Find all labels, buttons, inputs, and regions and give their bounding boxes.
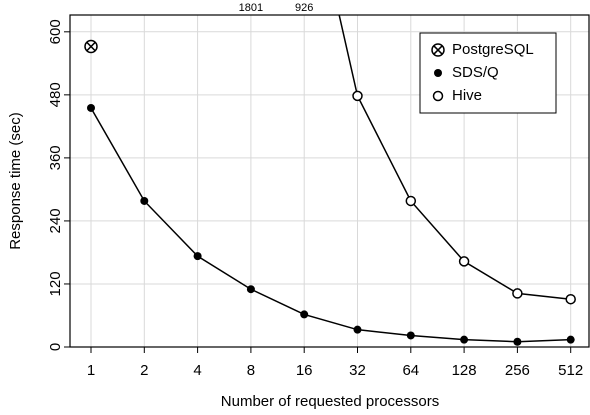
point [566,335,575,344]
marker-cross [433,45,443,55]
plot-frame [69,14,590,348]
x-tick-label: 128 [452,362,477,379]
y-tick-label: 0 [47,343,64,351]
x-tick-label: 256 [505,362,530,379]
grid [70,15,589,348]
marker-cross [86,41,96,52]
point [513,337,522,346]
point [434,69,442,77]
x-tick-label: 2 [140,362,148,379]
x-tick-label: 64 [402,362,419,379]
value-label: 926 [295,2,313,14]
x-tick-label: 16 [296,362,313,379]
y-axis-title: Response time (sec) [7,112,24,250]
legend: PostgreSQL SDS/Q Hive [419,32,557,114]
point [431,43,445,57]
point [405,195,417,207]
value-label: 1801 [239,2,263,14]
point [84,39,98,54]
x-axis-title: Number of requested processors [221,393,439,410]
point [140,196,149,205]
x-tick-label: 8 [247,362,255,379]
series-line [90,107,571,343]
point [352,90,363,102]
x-tick-label: 4 [193,362,201,379]
y-tick-label: 240 [47,208,64,233]
legend-label: PostgreSQL [452,41,534,58]
point [353,325,362,334]
plot-area [84,15,576,346]
x-tick-label: 32 [349,362,366,379]
point [432,90,444,102]
point [246,285,255,294]
point [460,335,469,344]
point [458,256,470,267]
point [193,252,202,261]
legend-label: SDS/Q [452,64,499,81]
point [512,288,523,299]
point [565,293,576,305]
point [406,331,415,340]
x-tick-label: 512 [558,362,583,379]
y-tick-label: 480 [47,82,64,107]
point [300,310,309,319]
y-tick-label: 120 [47,271,64,296]
point [87,103,95,112]
legend-label: Hive [452,87,482,104]
y-tick-label: 600 [47,19,64,44]
x-tick-label: 1 [87,362,95,379]
y-tick-label: 360 [47,145,64,170]
